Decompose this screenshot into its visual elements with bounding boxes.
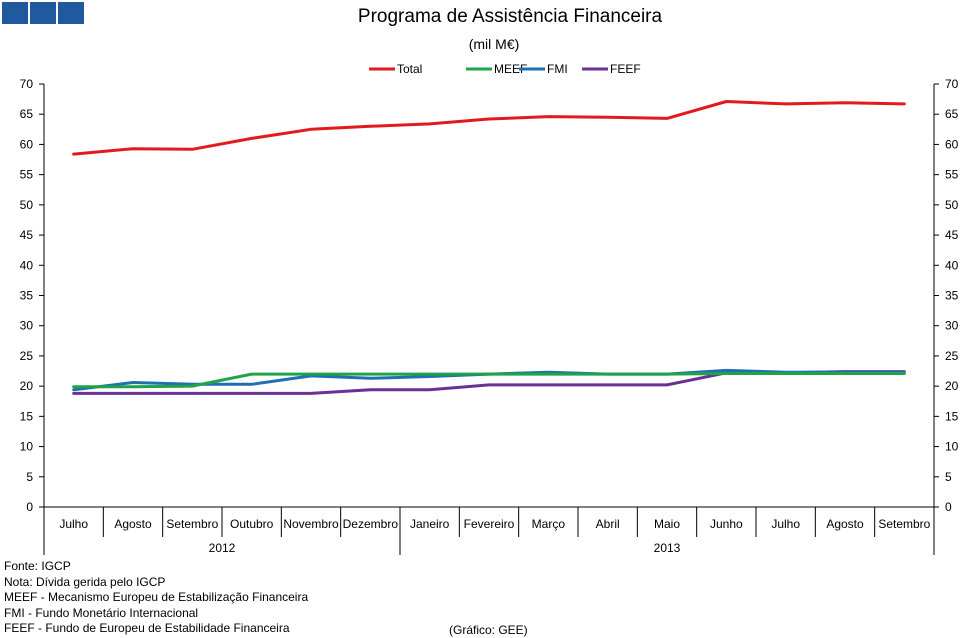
y-tick-label-left: 65 — [20, 107, 34, 121]
y-tick-label-right: 35 — [945, 289, 959, 303]
y-tick-label-left: 25 — [20, 349, 34, 363]
x-tick-label: Outubro — [230, 517, 274, 531]
legend-label-total: Total — [397, 62, 422, 76]
chart-subtitle: (mil M€) — [469, 36, 520, 52]
x-tick-label: Fevereiro — [464, 517, 515, 531]
x-tick-label: Maio — [654, 517, 680, 531]
x-tick-label: Março — [532, 517, 566, 531]
y-tick-label-left: 30 — [20, 319, 34, 333]
series-line-total — [72, 100, 906, 156]
x-year-label: 2013 — [654, 541, 681, 555]
y-tick-label-left: 45 — [20, 228, 34, 242]
footnote-note: Nota: Dívida gerida pelo IGCP — [4, 574, 166, 589]
y-tick-label-left: 10 — [20, 440, 34, 454]
logo-square-2 — [30, 2, 56, 24]
x-axis-labels: Julho Agosto Setembro Outubro Novembro Dezemb… — [59, 517, 930, 555]
y-tick-label-right: 65 — [945, 107, 959, 121]
y-tick-label-left: 50 — [20, 198, 34, 212]
legend: Total MEEF FMI FEEF — [369, 62, 641, 76]
y-tick-label-right: 30 — [945, 319, 959, 333]
x-tick-label: Janeiro — [410, 517, 450, 531]
y-tick-label-right: 0 — [945, 500, 952, 514]
y-tick-label-left: 15 — [20, 409, 34, 423]
x-tick-label: Junho — [710, 517, 743, 531]
y-tick-label-left: 40 — [20, 258, 34, 272]
y-tick-label-left: 60 — [20, 137, 34, 151]
y-tick-label-left: 70 — [20, 77, 34, 91]
y-tick-label-left: 5 — [26, 470, 33, 484]
y-tick-label-right: 40 — [945, 258, 959, 272]
x-tick-label: Agosto — [114, 517, 152, 531]
x-tick-label: Julho — [59, 517, 88, 531]
logo-square-3 — [58, 2, 84, 24]
x-tick-label: Abril — [596, 517, 620, 531]
footnote-source: Fonte: IGCP — [4, 559, 71, 573]
chart-credit: (Gráfico: GEE) — [449, 623, 528, 637]
x-tick-label: Setembro — [878, 517, 930, 531]
x-tick-label: Julho — [771, 517, 800, 531]
x-tick-label: Novembro — [283, 517, 339, 531]
y-tick-label-right: 60 — [945, 137, 959, 151]
y-tick-label-right: 25 — [945, 349, 959, 363]
x-year-label: 2012 — [209, 541, 236, 555]
line-chart: Programa de Assistência Financeira (mil … — [20, 6, 959, 555]
y-tick-label-right: 15 — [945, 409, 959, 423]
y-tick-label-right: 5 — [945, 470, 952, 484]
y-tick-label-right: 50 — [945, 198, 959, 212]
y-tick-label-left: 35 — [20, 289, 34, 303]
footnote-fmi: FMI - Fundo Monetário Internacional — [4, 605, 199, 620]
footnote-meef: MEEF - Mecanismo Europeu de Estabilizaçã… — [4, 590, 309, 605]
series-lines — [72, 100, 906, 395]
y-tick-label-right: 10 — [945, 440, 959, 454]
legend-label-fmi: FMI — [547, 62, 568, 76]
legend-label-meef: MEEF — [494, 62, 527, 76]
legend-label-feef: FEEF — [610, 62, 641, 76]
x-tick-label: Setembro — [166, 517, 218, 531]
y-tick-label-left: 55 — [20, 168, 34, 182]
series-line-meef — [72, 372, 906, 389]
y-tick-label-left: 20 — [20, 379, 34, 393]
y-tick-label-right: 20 — [945, 379, 959, 393]
y-tick-label-right: 55 — [945, 168, 959, 182]
x-tick-label: Dezembro — [343, 517, 399, 531]
y-tick-label-left: 0 — [26, 500, 33, 514]
y-tick-label-right: 70 — [945, 77, 959, 91]
x-tick-label: Agosto — [826, 517, 864, 531]
logo-square-1 — [2, 2, 28, 24]
footnote-feef: FEEF - Fundo de Europeu de Estabilidade … — [4, 621, 290, 636]
footnotes: Fonte: IGCP Nota: Dívida gerida pelo IGC… — [4, 559, 308, 637]
y-tick-label-right: 45 — [945, 228, 959, 242]
chart-title: Programa de Assistência Financeira — [358, 6, 663, 27]
